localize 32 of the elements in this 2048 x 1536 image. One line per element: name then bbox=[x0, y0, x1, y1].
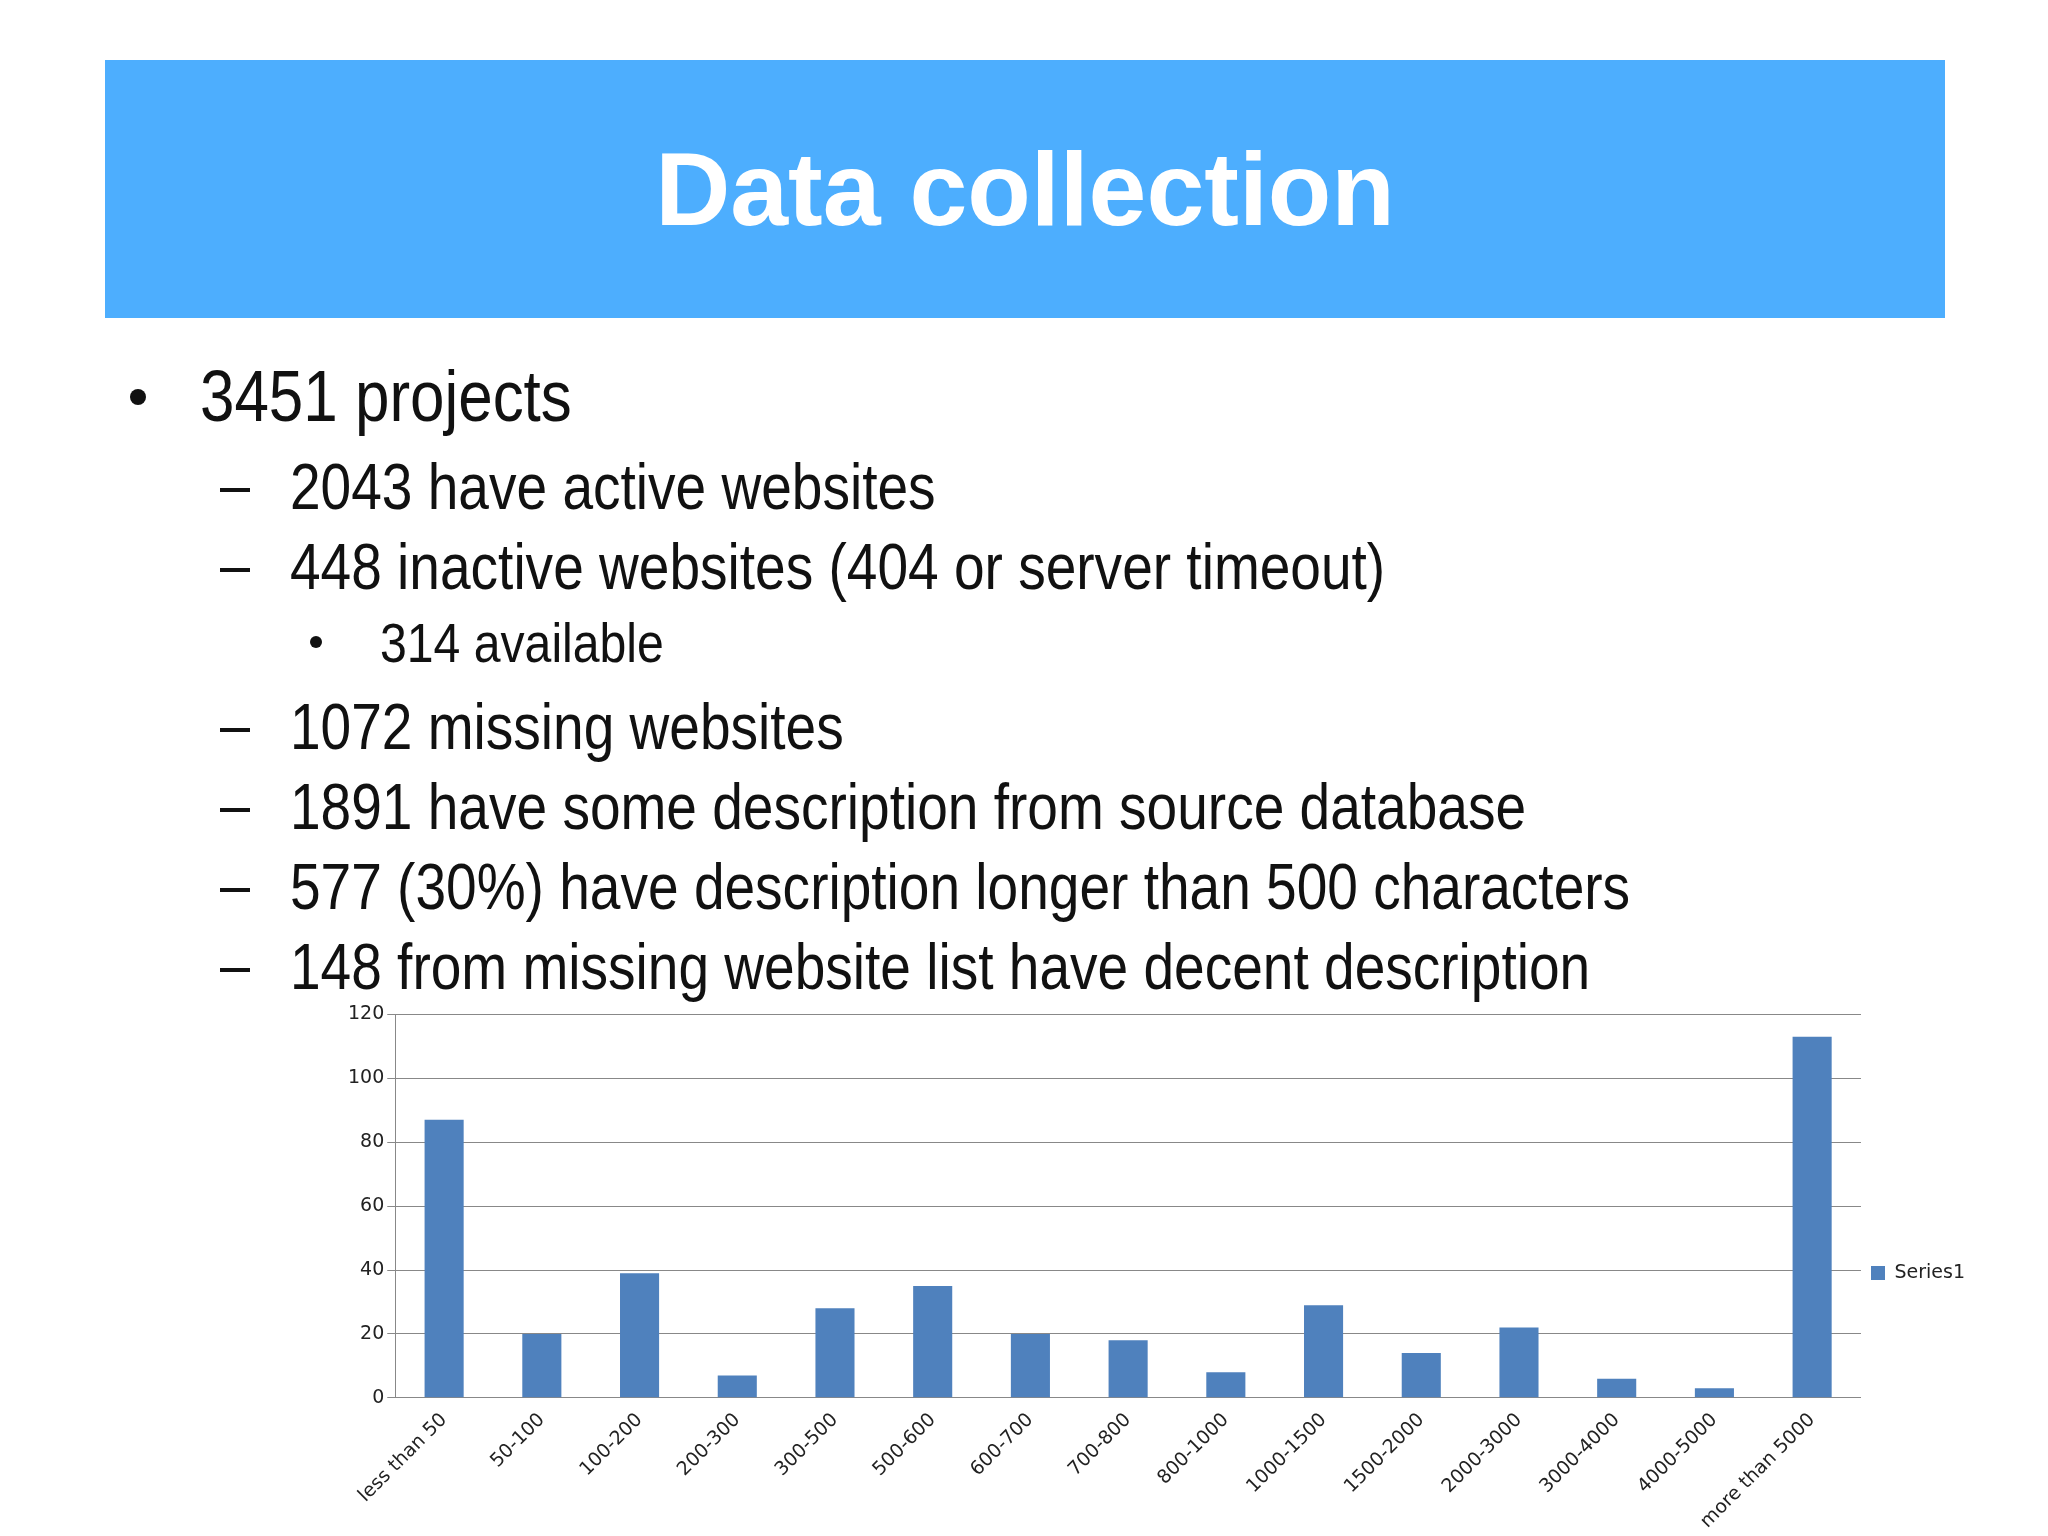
bar bbox=[522, 1333, 562, 1398]
y-tick-label: 0 bbox=[372, 1384, 385, 1407]
bar bbox=[1206, 1372, 1246, 1398]
bar bbox=[1010, 1333, 1050, 1398]
y-tick-label: 20 bbox=[360, 1320, 385, 1343]
bar bbox=[1694, 1388, 1734, 1398]
y-tick-label: 120 bbox=[348, 1001, 385, 1024]
bar bbox=[1108, 1340, 1148, 1398]
text: 3451 projects bbox=[200, 355, 572, 437]
text: 448 inactive websites (404 or server timeout) bbox=[290, 530, 1386, 604]
chart-title: Data collection bbox=[655, 129, 1395, 249]
bar bbox=[424, 1119, 464, 1398]
bar bbox=[913, 1285, 953, 1398]
bar bbox=[717, 1375, 757, 1398]
bar bbox=[1401, 1353, 1441, 1398]
bar bbox=[1597, 1378, 1637, 1398]
y-tick-label: 80 bbox=[360, 1129, 385, 1152]
text: 148 from missing website list have decent description bbox=[290, 930, 1591, 1004]
y-tick-label: 60 bbox=[360, 1193, 385, 1216]
text: 1072 missing websites bbox=[290, 690, 844, 764]
text: 1891 have some description from source database bbox=[290, 770, 1527, 844]
bar bbox=[1792, 1036, 1832, 1398]
text: 577 (30%) have description longer than 500 characters bbox=[290, 850, 1631, 924]
legend-label: Series1 bbox=[1894, 1259, 1966, 1282]
text: 314 available bbox=[380, 610, 664, 675]
bar bbox=[815, 1308, 855, 1398]
y-tick-label: 100 bbox=[348, 1065, 385, 1088]
bar bbox=[1304, 1305, 1344, 1398]
y-tick-label: 40 bbox=[360, 1256, 385, 1279]
text: 2043 have active websites bbox=[290, 450, 936, 524]
bar bbox=[1499, 1327, 1539, 1398]
bar bbox=[620, 1273, 660, 1398]
